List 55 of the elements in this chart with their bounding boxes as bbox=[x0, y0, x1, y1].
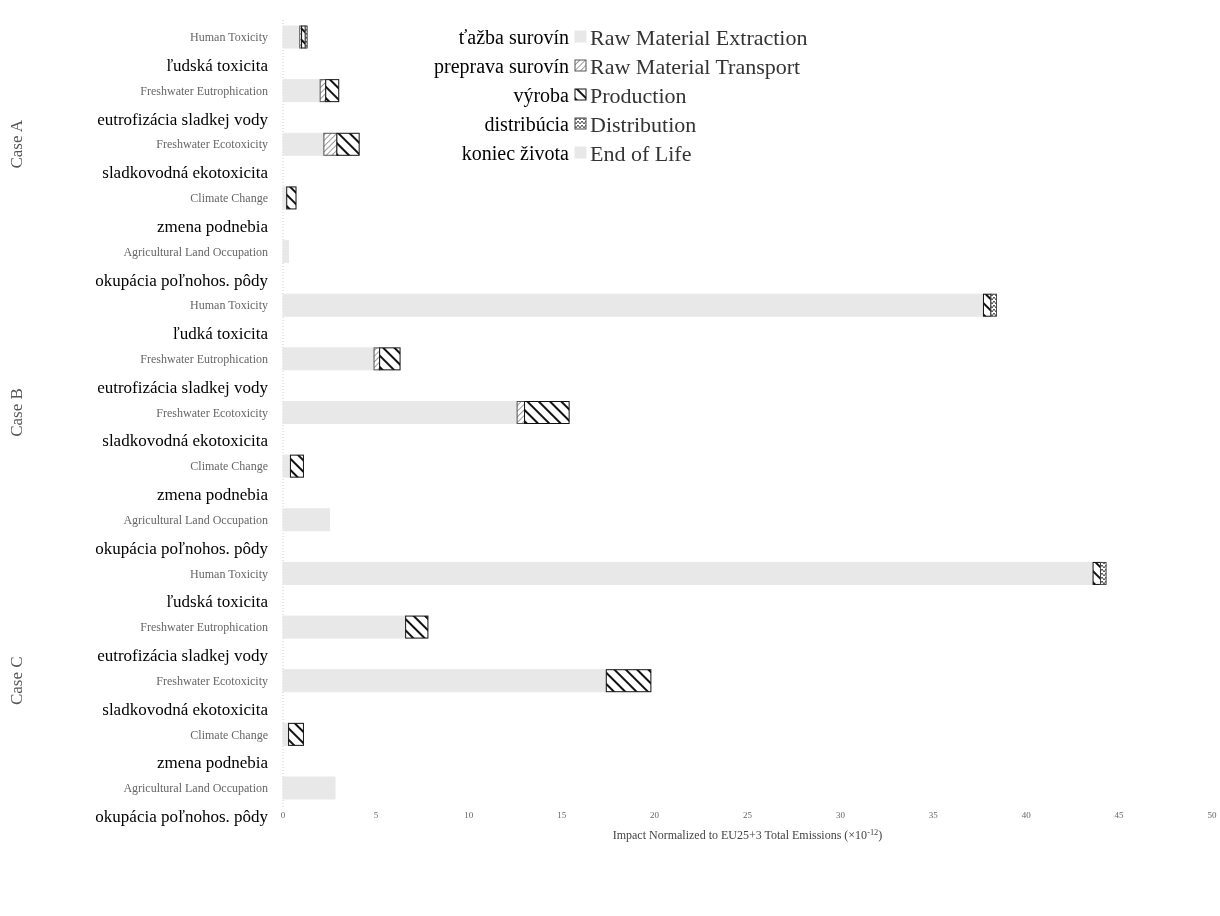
x-tick-label: 25 bbox=[743, 810, 753, 820]
y-tick-label: Human Toxicity bbox=[190, 566, 268, 581]
text: sladkovodná ekotoxicita bbox=[102, 431, 269, 451]
y-tick-label: Freshwater Ecotoxicity bbox=[156, 137, 268, 152]
legend-label: Distribution bbox=[590, 111, 697, 137]
text: okupácia poľnohos. pôdy bbox=[95, 538, 269, 558]
x-axis-title: Impact Normalized to EU25+3 Total Emissions (×10$^{-12}$) bbox=[612, 827, 883, 842]
x-tick-label: 20 bbox=[650, 810, 660, 820]
text: zmena podnebia bbox=[157, 753, 269, 773]
text: eutrofizácia sladkej vody bbox=[97, 109, 269, 129]
text: zmena podnebia bbox=[157, 216, 269, 236]
y-tick-label: Human Toxicity bbox=[190, 298, 268, 313]
y-tick-label: Climate Change bbox=[190, 727, 268, 742]
text: okupácia poľnohos. pôdy bbox=[95, 806, 269, 826]
text: eutrofizácia sladkej vody bbox=[97, 646, 269, 666]
x-tick-label: 0 bbox=[280, 810, 286, 820]
legend-label: End of Life bbox=[590, 140, 692, 166]
text: sladkovodná ekotoxicita bbox=[102, 163, 269, 183]
text: Case B bbox=[7, 388, 26, 437]
x-tick-label: 5 bbox=[373, 810, 379, 820]
text: ľudská toxicita bbox=[166, 55, 269, 75]
x-tick-label: 30 bbox=[835, 810, 846, 820]
x-tick-label: 35 bbox=[928, 810, 939, 820]
y-tick-label: Human Toxicity bbox=[190, 30, 268, 45]
x-tick-label: 10 bbox=[464, 810, 474, 820]
x-tick-label: 15 bbox=[557, 810, 567, 820]
text: ľudká toxicita bbox=[172, 324, 269, 344]
y-tick-label: Freshwater Eutrophication bbox=[140, 352, 268, 367]
annotation: koniec života bbox=[461, 142, 570, 164]
text: ľudská toxicita bbox=[166, 592, 269, 612]
legend-label: Production bbox=[590, 82, 687, 108]
x-tick-label: 40 bbox=[1021, 810, 1032, 820]
x-tick-label: 45 bbox=[1114, 810, 1125, 820]
x-tick-label: 50 bbox=[1207, 810, 1217, 820]
y-tick-label: Freshwater Ecotoxicity bbox=[156, 673, 268, 688]
annotation: ťažba surovín bbox=[458, 26, 569, 48]
text: zmena podnebia bbox=[157, 485, 269, 505]
annotation: preprava surovín bbox=[434, 55, 569, 78]
text: Case C bbox=[7, 656, 26, 706]
text: sladkovodná ekotoxicita bbox=[102, 699, 269, 719]
annotation: výroba bbox=[513, 84, 570, 107]
legend-label: Raw Material Transport bbox=[590, 53, 801, 79]
y-tick-label: Freshwater Eutrophication bbox=[140, 83, 268, 98]
y-tick-label: Agricultural Land Occupation bbox=[123, 781, 268, 796]
y-tick-label: Climate Change bbox=[190, 191, 268, 206]
y-tick-label: Freshwater Ecotoxicity bbox=[156, 405, 268, 420]
text: Case A bbox=[7, 119, 26, 169]
text: okupácia poľnohos. pôdy bbox=[95, 270, 269, 290]
text: eutrofizácia sladkej vody bbox=[97, 377, 269, 397]
y-tick-label: Agricultural Land Occupation bbox=[123, 244, 268, 259]
y-tick-label: Freshwater Eutrophication bbox=[140, 620, 268, 635]
legend-label: Raw Material Extraction bbox=[590, 24, 808, 50]
annotation: distribúcia bbox=[484, 113, 570, 135]
y-tick-label: Agricultural Land Occupation bbox=[123, 512, 268, 527]
y-tick-label: Climate Change bbox=[190, 459, 268, 474]
